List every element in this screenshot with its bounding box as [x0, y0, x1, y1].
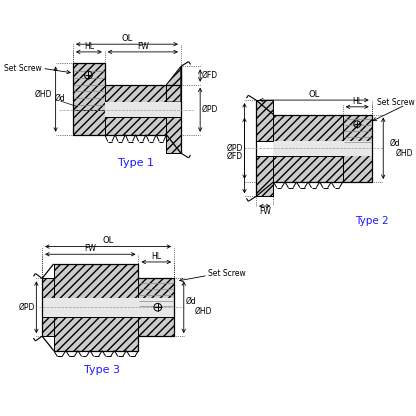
- Polygon shape: [105, 85, 166, 102]
- Text: ØPD: ØPD: [227, 144, 243, 153]
- Text: ØHD: ØHD: [35, 90, 52, 99]
- Polygon shape: [166, 117, 181, 153]
- Polygon shape: [105, 117, 166, 135]
- Text: HL: HL: [352, 97, 362, 106]
- Polygon shape: [42, 317, 54, 336]
- Polygon shape: [54, 317, 139, 351]
- Bar: [105, 102, 166, 117]
- Polygon shape: [73, 64, 105, 110]
- Polygon shape: [343, 148, 371, 182]
- Text: OL: OL: [121, 34, 133, 43]
- Bar: [139, 297, 174, 317]
- Text: ØHD: ØHD: [194, 307, 212, 316]
- Text: Set Screw: Set Screw: [5, 64, 42, 73]
- Bar: [42, 297, 54, 317]
- Text: Set Screw: Set Screw: [208, 269, 245, 278]
- Bar: [343, 141, 371, 156]
- Polygon shape: [139, 278, 174, 297]
- Text: ØPD: ØPD: [202, 105, 218, 114]
- Text: HL: HL: [151, 252, 161, 261]
- Polygon shape: [256, 156, 273, 196]
- Text: ØPD: ØPD: [19, 303, 35, 312]
- Text: FW: FW: [259, 207, 271, 216]
- Polygon shape: [73, 110, 105, 135]
- Text: FW: FW: [84, 244, 96, 253]
- Polygon shape: [273, 156, 343, 182]
- Text: Type 3: Type 3: [84, 365, 120, 375]
- Text: Ød: Ød: [389, 139, 400, 148]
- Text: Ød: Ød: [55, 94, 66, 103]
- Bar: [54, 297, 139, 317]
- Text: HL: HL: [84, 42, 94, 51]
- Text: ØFD: ØFD: [202, 71, 218, 80]
- Polygon shape: [166, 67, 181, 102]
- Text: OL: OL: [102, 236, 114, 245]
- Text: Type 1: Type 1: [118, 158, 154, 168]
- Text: Type 2: Type 2: [355, 215, 389, 225]
- Text: FW: FW: [137, 42, 149, 51]
- Text: Set Screw: Set Screw: [377, 99, 415, 107]
- Text: Ød: Ød: [186, 297, 197, 306]
- Bar: [166, 102, 182, 117]
- Text: ØFD: ØFD: [227, 151, 243, 161]
- Bar: [273, 141, 343, 156]
- Polygon shape: [273, 114, 343, 141]
- Polygon shape: [139, 317, 174, 336]
- Polygon shape: [256, 100, 273, 141]
- Text: OL: OL: [308, 90, 319, 99]
- Polygon shape: [54, 264, 139, 297]
- Polygon shape: [42, 278, 54, 297]
- Text: ØHD: ØHD: [396, 149, 413, 158]
- Polygon shape: [343, 114, 371, 148]
